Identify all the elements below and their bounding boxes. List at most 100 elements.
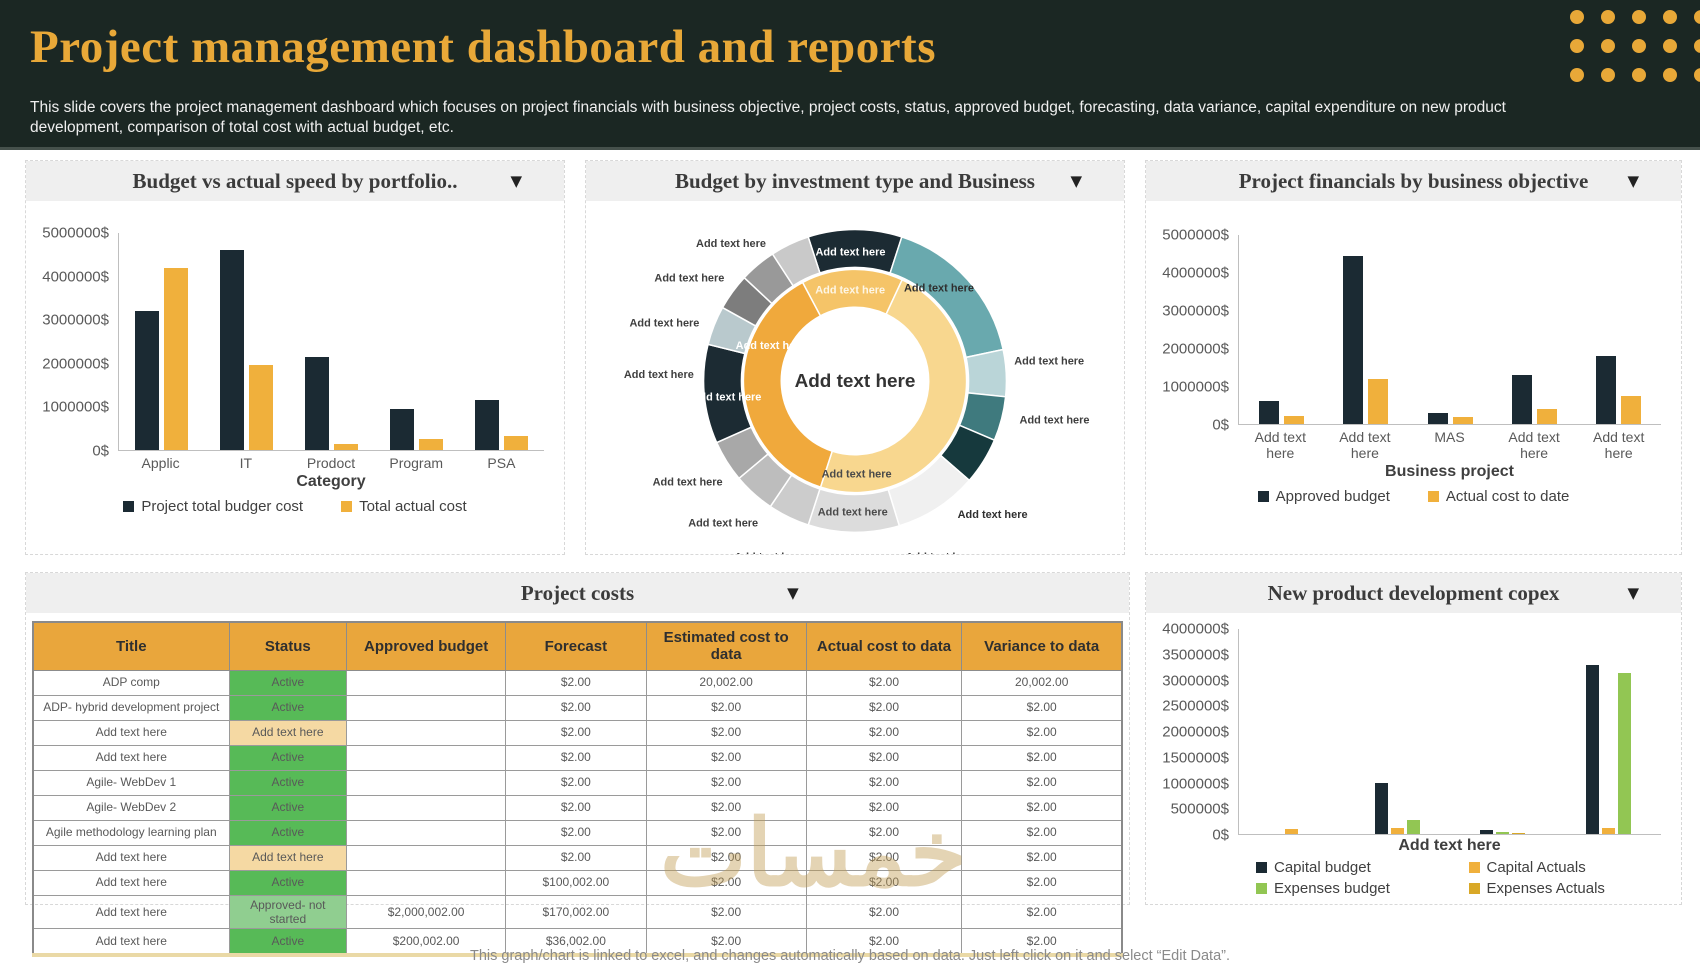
- dot-icon: [1663, 10, 1677, 24]
- y-tick-label: 500000$: [1170, 800, 1229, 818]
- bar-expenses-budget: [1496, 832, 1510, 834]
- cell-approved-budget: [346, 744, 507, 771]
- donut-segment-label: Add text here: [736, 340, 806, 352]
- cell-variance: $2.00: [961, 744, 1123, 771]
- bar-project-total-budger-cost: [135, 311, 159, 450]
- bar-group: [119, 233, 204, 450]
- x-axis-label: Business project: [1385, 463, 1514, 481]
- cell-variance: $2.00: [961, 928, 1123, 958]
- table-row: Agile- WebDev 1 Active $2.00 $2.00 $2.00 $2.0…: [32, 769, 1123, 796]
- bar-total-actual-cost: [334, 443, 358, 450]
- bar-actual-cost-to-date: [1368, 378, 1389, 424]
- dropdown-caret-icon[interactable]: ▼: [1627, 584, 1639, 602]
- cell-estimated-cost: $2.00: [645, 844, 807, 871]
- panel-copex: New product development copex ▼ 4000000$…: [1145, 572, 1682, 905]
- cell-estimated-cost: 20,002.00: [645, 669, 807, 696]
- donut-segment-label: Add text here: [734, 551, 804, 554]
- cell-actual-cost: $2.00: [805, 894, 963, 930]
- donut-segment-label: Add text here: [818, 506, 888, 518]
- dropdown-caret-icon[interactable]: ▼: [1627, 172, 1639, 190]
- table-row: Add text here Approved- not started $2,000…: [32, 894, 1123, 930]
- cell-variance: $2.00: [961, 719, 1123, 746]
- panel-title-project-costs: Project costs ▼: [26, 573, 1129, 613]
- bar-capital-actuals: [1601, 828, 1615, 834]
- category-label: Applic: [141, 455, 180, 471]
- bar-group: [1239, 235, 1323, 424]
- donut-center-label: Add text here: [795, 371, 916, 392]
- cell-status: Active: [228, 869, 348, 896]
- legend-item-expenses-budget: Expenses budget: [1256, 880, 1390, 897]
- y-tick-label: 3000000$: [1162, 672, 1229, 689]
- y-tick-label: 5000000$: [42, 224, 109, 242]
- bar-capital-actuals: [1390, 827, 1404, 834]
- donut-segment-label: Add text here: [906, 551, 976, 554]
- y-tick-label: 0$: [1212, 416, 1229, 434]
- y-tick-label: 1000000$: [42, 398, 109, 416]
- legend-label: Project total budger cost: [141, 498, 304, 516]
- bar-group: [1577, 235, 1661, 424]
- bar-expenses-budget: [1406, 819, 1420, 834]
- panel-title-budget-by-investment: Budget by investment type and Business ▼: [586, 161, 1124, 201]
- category-label: PSA: [487, 455, 516, 471]
- cell-estimated-cost: $2.00: [645, 894, 807, 930]
- legend-swatch-icon: [1468, 883, 1480, 894]
- table-row: Add text here Add text here $2.00 $2.00 $2.0…: [32, 719, 1123, 746]
- category-label: Add text here: [1254, 429, 1306, 462]
- page-title: Project management dashboard and reports: [30, 21, 937, 73]
- y-tick-label: 2000000$: [42, 355, 109, 373]
- category-label: MAS: [1434, 429, 1465, 445]
- y-axis: 5000000$ 4000000$ 3000000$ 2000000$ 1000000$…: [26, 225, 118, 460]
- y-tick-label: 4000000$: [1162, 620, 1229, 638]
- legend-swatch-icon: [341, 501, 353, 513]
- donut-segment: [965, 348, 1008, 398]
- y-tick-label: 0$: [92, 442, 109, 460]
- table-row: Agile methodology learning plan Active $2.…: [32, 819, 1123, 846]
- donut-segment: [819, 278, 968, 494]
- category-label: Add text here: [1339, 429, 1391, 462]
- donut-segment-label: Add text here: [815, 284, 885, 296]
- bar-actual-cost-to-date: [1536, 408, 1557, 424]
- y-tick-label: 1000000$: [1162, 378, 1229, 396]
- cell-status: Active: [228, 794, 348, 821]
- chart-title: Project financials by business objective: [1238, 168, 1589, 193]
- cell-estimated-cost: $2.00: [645, 694, 807, 721]
- plot-area: [1238, 235, 1661, 425]
- cell-forecast: $2.00: [505, 669, 647, 696]
- bar-actual-cost-to-date: [1452, 417, 1473, 424]
- bar-expenses-budget: [1617, 672, 1631, 834]
- dot-icon: [1663, 68, 1677, 82]
- bar-approved-budget: [1427, 412, 1448, 424]
- cell-forecast: $2.00: [505, 719, 647, 746]
- bar-expenses-actuals: [1512, 832, 1526, 834]
- bar-group: [1408, 235, 1492, 424]
- donut-segment-label: Add text here: [653, 477, 723, 489]
- dropdown-caret-icon[interactable]: ▼: [1070, 172, 1082, 190]
- dot-icon: [1632, 68, 1646, 82]
- dot-icon: [1601, 68, 1615, 82]
- donut-segment-label: Add text here: [822, 469, 892, 481]
- dot-icon: [1694, 68, 1700, 82]
- dot-icon: [1663, 39, 1677, 53]
- dropdown-caret-icon[interactable]: ▼: [510, 172, 522, 190]
- y-tick-label: 3000000$: [42, 311, 109, 329]
- cell-forecast: $2.00: [505, 694, 647, 721]
- bar-capital-actuals: [1285, 828, 1299, 834]
- y-tick-label: 4000000$: [42, 268, 109, 286]
- table-row: ADP comp Active $2.00 20,002.00 $2.00 20,002.…: [32, 669, 1123, 696]
- donut-segment-label: Add text here: [624, 369, 694, 381]
- dot-icon: [1632, 39, 1646, 53]
- bar-approved-budget: [1343, 255, 1364, 424]
- footer-note: This graph/chart is linked to excel, and…: [469, 948, 1231, 964]
- legend: Approved budget Actual cost to date: [1146, 488, 1681, 505]
- category-label: Add text here: [1508, 429, 1560, 462]
- donut-segment: [771, 236, 821, 287]
- y-tick-label: 2000000$: [1162, 340, 1229, 358]
- cell-status: Active: [228, 694, 348, 721]
- bar-group: [1492, 235, 1576, 424]
- cell-estimated-cost: $2.00: [645, 719, 807, 746]
- bar-chart-copex: 4000000$ 3500000$ 3000000$ 2500000$ 2000000$…: [1146, 613, 1681, 897]
- table-row: Add text here Active $2.00 $2.00 $2.00 $2.00: [32, 744, 1123, 771]
- dropdown-caret-icon[interactable]: ▼: [787, 584, 799, 602]
- cell-actual-cost: $2.00: [805, 669, 963, 696]
- project-costs-table: Title Status Approved budget Forecast Estima…: [32, 621, 1123, 958]
